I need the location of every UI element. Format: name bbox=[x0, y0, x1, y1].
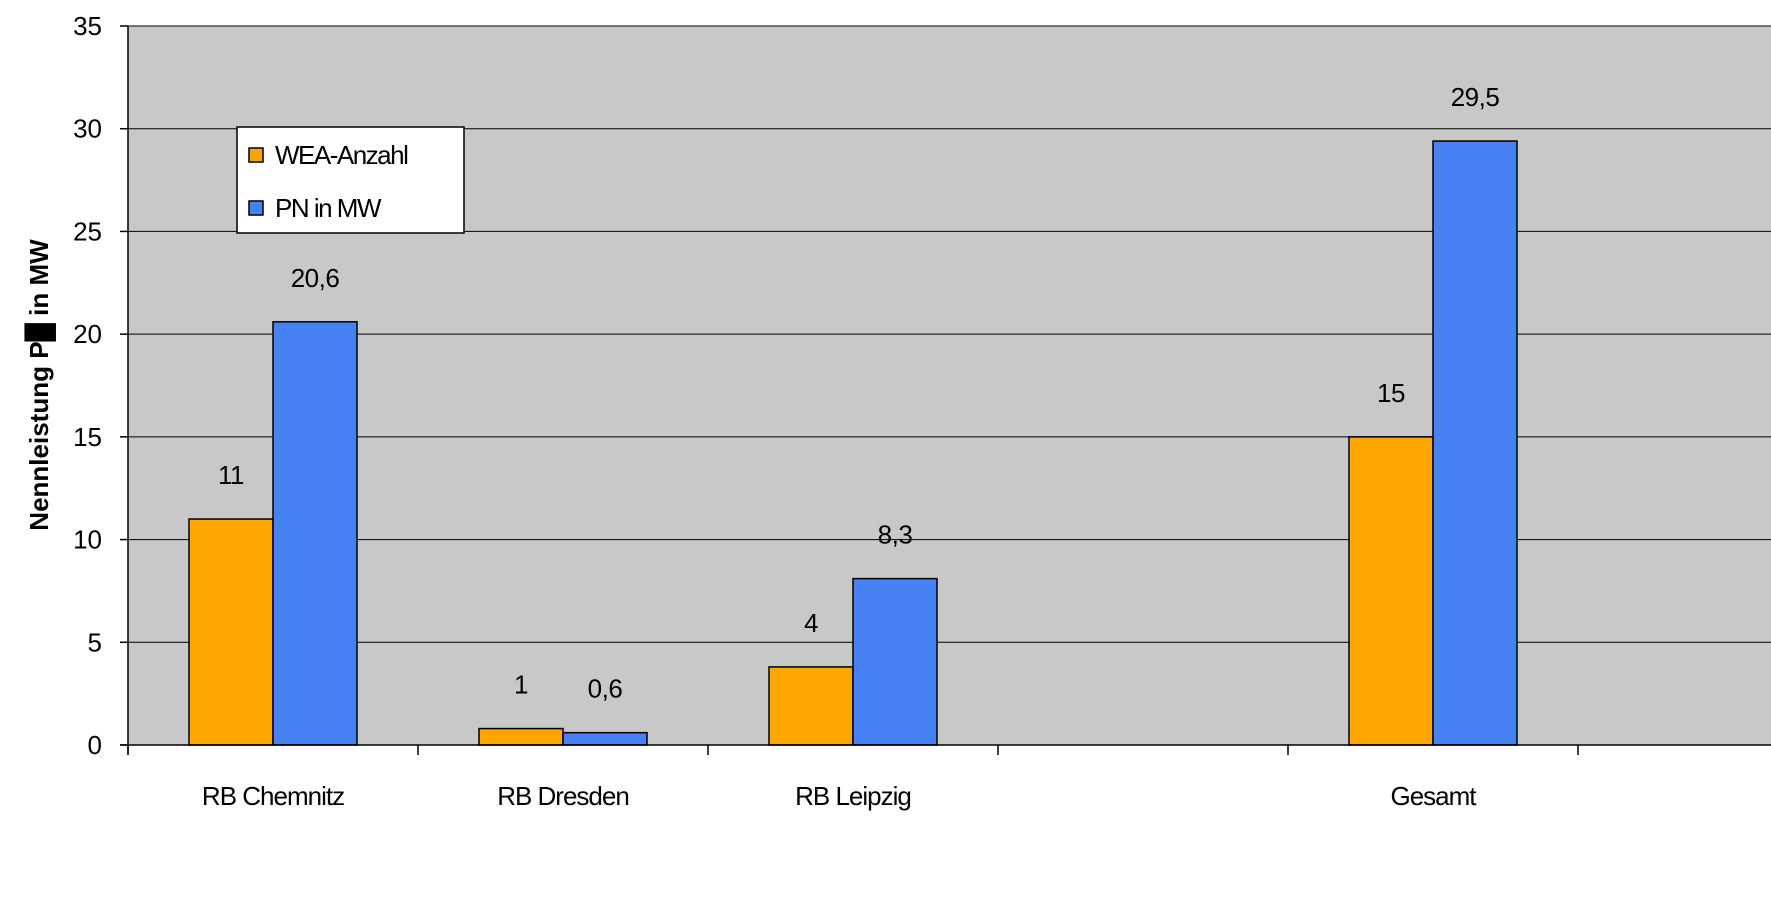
y-tick-label-35: 35 bbox=[73, 11, 102, 41]
data-label-pn-1: 0,6 bbox=[588, 674, 623, 704]
bar-pn-0 bbox=[272, 321, 358, 746]
y-tick-label-15: 15 bbox=[73, 422, 102, 452]
x-category-label-4: Gesamt bbox=[1390, 781, 1477, 811]
y-tick-label-20: 20 bbox=[73, 319, 102, 349]
bar-pn-2 bbox=[852, 577, 938, 746]
legend-box bbox=[236, 126, 465, 234]
y-tick-label-5: 5 bbox=[88, 627, 102, 657]
gridlines bbox=[128, 25, 1771, 643]
legend-label-0: WEA-Anzahl bbox=[275, 140, 408, 170]
data-label-pn-2: 8,3 bbox=[878, 520, 913, 550]
bar-wea-4 bbox=[1348, 436, 1434, 746]
legend-label-1: PN in MW bbox=[275, 193, 382, 223]
x-category-label-1: RB Dresden bbox=[497, 781, 629, 811]
data-label-wea-1: 1 bbox=[514, 670, 528, 700]
x-category-label-0: RB Chemnitz bbox=[202, 781, 344, 811]
data-label-wea-0: 11 bbox=[218, 460, 244, 490]
data-labels: 11 20,6 1 0,6 4 8,3 15 29,5 bbox=[218, 82, 1500, 704]
data-label-pn-0: 20,6 bbox=[291, 263, 340, 293]
legend-swatch-0 bbox=[248, 147, 264, 163]
data-label-wea-4: 15 bbox=[1377, 378, 1405, 408]
bar-pn-1 bbox=[562, 731, 648, 746]
y-tick-label-30: 30 bbox=[73, 114, 102, 144]
axes bbox=[120, 25, 1771, 755]
y-tick-label-10: 10 bbox=[73, 525, 102, 555]
data-label-wea-2: 4 bbox=[804, 608, 818, 638]
bar-wea-2 bbox=[768, 666, 854, 746]
bars bbox=[188, 140, 1518, 746]
y-axis-title: Nennleistung P█ in MW bbox=[24, 239, 56, 531]
y-tick-label-0: 0 bbox=[88, 730, 102, 760]
y-tick-label-25: 25 bbox=[73, 216, 102, 246]
legend: WEA-Anzahl PN in MW bbox=[236, 126, 465, 234]
bar-wea-0 bbox=[188, 518, 274, 746]
x-category-label-2: RB Leipzig bbox=[795, 781, 911, 811]
bar-wea-1 bbox=[478, 727, 564, 746]
bar-pn-4 bbox=[1432, 140, 1518, 746]
data-label-pn-4: 29,5 bbox=[1451, 82, 1500, 112]
x-category-labels: RB Chemnitz RB Dresden RB Leipzig Gesamt bbox=[202, 781, 1478, 811]
y-tick-labels: 0 5 10 15 20 25 30 35 bbox=[73, 11, 102, 760]
legend-swatch-1 bbox=[248, 200, 264, 216]
